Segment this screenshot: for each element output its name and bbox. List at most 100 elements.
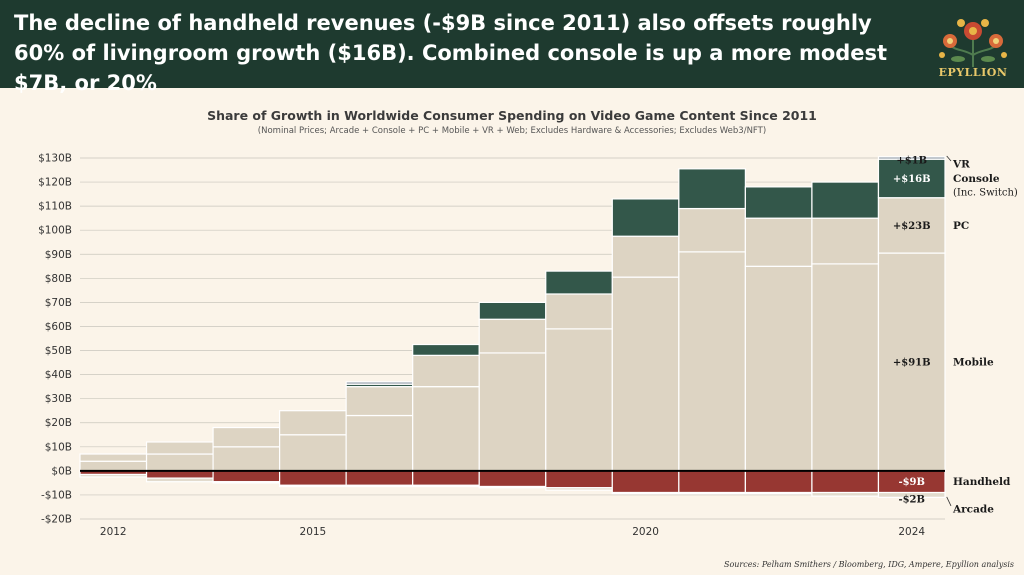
bar-segment-console: [811, 181, 880, 219]
bar-segment-console: [611, 198, 680, 237]
floral-logo-icon: [939, 19, 1007, 67]
bar-segment-mobile: [212, 446, 281, 472]
y-tick-label: -$10B: [41, 489, 72, 501]
bar-segment-mobile: [79, 460, 148, 472]
annotation-arcade: -$2B: [898, 494, 925, 505]
bar-segment-mobile: [678, 251, 746, 472]
bar-segment-arcade: [877, 491, 946, 498]
source-note: Sources: Pelham Smithers / Bloomberg, ID…: [723, 560, 1014, 569]
legend-label-pc: PC: [953, 220, 969, 232]
bar-segment-pc: [811, 217, 880, 265]
bar-segment-arcade: [744, 491, 813, 495]
bar-segment-console: [478, 301, 547, 320]
bar-segment-console: [744, 186, 813, 219]
chart-subtitle: (Nominal Prices; Arcade + Console + PC +…: [257, 126, 767, 136]
legend-leader-vr: [946, 155, 952, 162]
y-tick-label: $0B: [51, 465, 72, 477]
bar-segment-handheld: [744, 470, 813, 494]
bar-segment-handheld: [611, 470, 680, 494]
y-tick-label: $130B: [38, 153, 72, 165]
bar-segment-mobile: [145, 453, 214, 472]
bar-segment-handheld: [678, 470, 746, 494]
bar-segment-mobile: [279, 434, 347, 472]
bar-segment-mobile: [345, 414, 414, 472]
bar-segment-mobile: [877, 252, 946, 472]
bar-segment-arcade: [478, 485, 547, 489]
bar-segment-vr: [345, 381, 414, 385]
bar-segment-arcade: [678, 491, 746, 495]
x-tick-label: 2020: [632, 526, 659, 538]
legend-leader-arcade: [946, 496, 952, 507]
x-tick-label: 2015: [300, 526, 327, 538]
legend-label-console: Console: [953, 173, 1000, 185]
brand-name: EPYLLION: [938, 66, 1008, 79]
bar-segment-pc: [79, 453, 148, 462]
bar-segment-pc: [279, 410, 347, 436]
annotation-console: +$16B: [893, 174, 931, 185]
bar-segment-console: [877, 158, 946, 199]
bar-segment-handheld: [145, 470, 214, 479]
bar-segment-arcade: [279, 484, 347, 488]
bar-segment-console: [678, 168, 746, 210]
bar-segment-handheld: [478, 470, 547, 488]
y-tick-label: $90B: [45, 249, 72, 261]
bar-segment-arcade: [811, 491, 880, 497]
legend-sublabel-console: (Inc. Switch): [953, 187, 1018, 198]
y-tick-label: $40B: [45, 369, 72, 381]
bar-segment-console: [412, 343, 480, 356]
bar-segment-pc: [611, 235, 680, 278]
y-tick-label: $120B: [38, 177, 72, 189]
y-tick-label: -$20B: [41, 514, 72, 526]
bar-segment-pc: [212, 426, 281, 448]
x-tick-label: 2024: [898, 526, 925, 538]
chart-title: Share of Growth in Worldwide Consumer Sp…: [207, 108, 817, 123]
x-tick-label: 2012: [100, 526, 127, 538]
bar-segment-handheld: [279, 470, 347, 486]
bar-segment-arcade: [412, 484, 480, 488]
bar-segment-pc: [678, 207, 746, 253]
legend-label-vr: VR: [952, 159, 970, 171]
flower-icon: [939, 19, 1007, 67]
y-tick-label: $80B: [45, 273, 72, 285]
bar-segment-mobile: [611, 276, 680, 472]
bar-segment-handheld: [811, 470, 880, 494]
bar-segment-arcade: [545, 487, 613, 491]
headline: The decline of handheld revenues (-$9B s…: [14, 11, 888, 95]
bar-segment-mobile: [811, 263, 880, 472]
bar-segment-pc: [412, 354, 480, 388]
y-tick-label: $10B: [45, 441, 72, 453]
y-tick-label: $20B: [45, 417, 72, 429]
annotation-mobile: +$91B: [893, 357, 931, 368]
y-tick-label: $100B: [38, 225, 72, 237]
bar-segment-pc: [145, 441, 214, 455]
bar-segment-mobile: [545, 328, 613, 472]
y-tick-label: $110B: [38, 201, 72, 213]
annotation-vr: +$1B: [896, 156, 927, 167]
bar-segment-pc: [545, 293, 613, 330]
annotation-handheld: -$9B: [898, 477, 925, 488]
bar-segment-arcade: [611, 491, 680, 495]
header-banner: The decline of handheld revenues (-$9B s…: [0, 0, 1024, 95]
bar-segment-arcade: [79, 473, 148, 478]
legend-label-arcade: Arcade: [952, 503, 994, 515]
bar-segment-pc: [345, 386, 414, 417]
bar-segment-arcade: [145, 477, 214, 483]
bar-segment-arcade: [345, 484, 414, 488]
y-tick-label: $50B: [45, 345, 72, 357]
y-tick-label: $70B: [45, 297, 72, 309]
bar-segment-handheld: [545, 470, 613, 489]
legend-label-handheld: Handheld: [953, 476, 1011, 488]
bar-segment-mobile: [744, 265, 813, 472]
bar-segment-pc: [744, 217, 813, 267]
bar-segment-mobile: [478, 352, 547, 472]
y-tick-label: $60B: [45, 321, 72, 333]
bar-segment-pc: [877, 197, 946, 254]
bar-segment-console: [545, 270, 613, 295]
bar-segment-handheld: [412, 470, 480, 486]
bar-segment-mobile: [412, 386, 480, 472]
bar-segment-handheld: [345, 470, 414, 486]
legend-label-mobile: Mobile: [953, 356, 994, 368]
annotation-pc: +$23B: [893, 221, 931, 232]
bar-segment-handheld: [212, 470, 281, 483]
